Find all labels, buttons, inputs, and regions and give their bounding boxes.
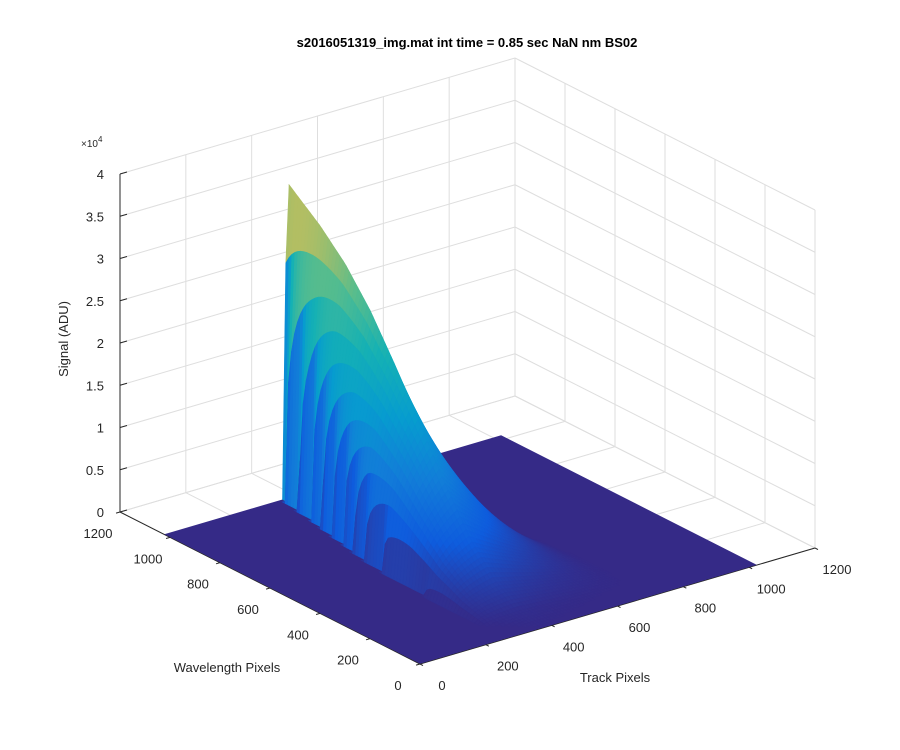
grid-line [514,353,816,507]
x-tick [419,663,424,666]
x-tick-label: 600 [629,620,651,635]
z-tick-label: 0 [97,505,104,520]
y-tick [315,612,321,615]
x-tick [551,624,555,628]
y-tick [165,536,171,539]
z-tick-label: 1.5 [86,378,104,393]
grid-line [119,99,516,217]
y-tick [115,511,121,514]
y-tick [365,638,371,641]
z-tick-label: 3 [97,252,104,267]
z-tick [119,171,128,175]
z-tick [119,425,128,428]
z-tick [119,509,128,513]
x-axis-label: Track Pixels [580,670,651,685]
grid-line [514,57,816,211]
z-tick [119,256,128,259]
chart-title: s2016051319_img.mat int time = 0.85 sec … [297,35,638,50]
z-exponent-label: ×104 [81,135,103,150]
y-tick-label: 1000 [134,551,163,566]
y-tick [415,663,421,666]
surface-patch [477,621,485,627]
x-tick-label: 1200 [823,562,852,577]
tick-labels: 0200400600800100012000200400600800100012… [84,167,852,693]
y-tick-label: 0 [394,678,401,693]
grid-line [514,99,816,253]
surface [164,183,757,664]
surface-patch [537,624,545,629]
z-tick-label: 4 [97,167,104,182]
surface-patch [489,622,498,628]
z-tick-label: 0.5 [86,463,104,478]
grid-line [514,184,816,338]
axes [115,171,819,666]
z-tick-label: 1 [97,421,104,436]
x-tick [485,644,490,647]
z-axis-label: Signal (ADU) [56,301,71,377]
x-tick [814,547,819,550]
x-tick-label: 0 [438,678,445,693]
x-tick-label: 800 [694,601,716,616]
surface-patch [505,623,513,628]
grid-line [514,311,816,464]
z-tick-label: 3.5 [86,209,104,224]
z-tick [119,340,128,344]
y-tick-label: 800 [187,577,209,592]
surface-patch [499,622,507,628]
grid-line [514,226,816,380]
x-tick [617,605,621,608]
surface-patch [515,622,523,628]
y-tick-label: 400 [287,627,309,642]
z-tick [119,298,128,302]
surface-patch [530,623,539,628]
z-tick [119,382,128,386]
z-tick [119,467,128,471]
y-tick [265,587,271,590]
z-tick [119,213,128,217]
surface-patch [521,623,529,628]
surface-patch [483,621,491,628]
z-tick-label: 2.5 [86,294,104,309]
y-tick [215,562,221,565]
x-tick-label: 400 [563,639,585,654]
z-tick-label: 2 [97,336,104,351]
y-tick-label: 1200 [84,526,113,541]
grid-line [119,57,516,175]
grid-line [514,268,816,422]
x-tick [748,566,753,570]
x-tick-label: 1000 [757,581,786,596]
y-axis-label: Wavelength Pixels [174,660,281,675]
grid-line [119,142,516,259]
y-tick-label: 200 [337,653,359,668]
x-tick [683,586,687,589]
y-tick-label: 600 [237,602,259,617]
grid-line [514,142,816,295]
x-tick-label: 200 [497,659,519,674]
